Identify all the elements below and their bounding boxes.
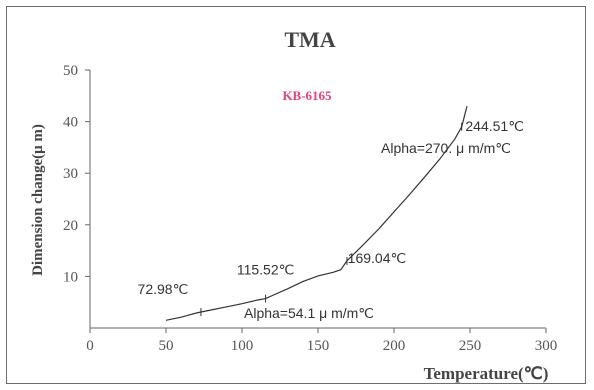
annotation-label: Alpha=270. μ m/m℃ (381, 140, 511, 156)
x-tick-label: 0 (86, 338, 94, 354)
x-tick-label: 200 (383, 338, 406, 354)
annotation-label: 244.51℃ (465, 118, 524, 134)
y-tick-label: 10 (63, 269, 78, 285)
y-tick-label: 20 (63, 218, 78, 234)
annotation-label: Alpha=54.1 μ m/m℃ (244, 305, 374, 321)
y-tick-label: 50 (63, 63, 78, 79)
y-axis-label: Dimension change(μ m) (30, 124, 46, 276)
x-tick-label: 300 (535, 338, 558, 354)
y-tick-label: 40 (63, 115, 78, 131)
y-tick-label: 30 (63, 166, 78, 182)
chart-title: TMA (284, 27, 335, 52)
annotation-label: 72.98℃ (138, 281, 189, 297)
series-line (165, 105, 468, 321)
annotation-label: 169.04℃ (348, 250, 407, 266)
chart-frame (6, 6, 586, 384)
chart-subtitle: KB-6165 (282, 88, 332, 103)
x-tick-label: 50 (159, 338, 174, 354)
x-tick-label: 250 (459, 338, 482, 354)
x-tick-label: 100 (231, 338, 254, 354)
x-tick-label: 150 (307, 338, 330, 354)
x-axis-label: Temperature(℃) (424, 364, 549, 383)
annotation-label: 115.52℃ (237, 262, 295, 278)
